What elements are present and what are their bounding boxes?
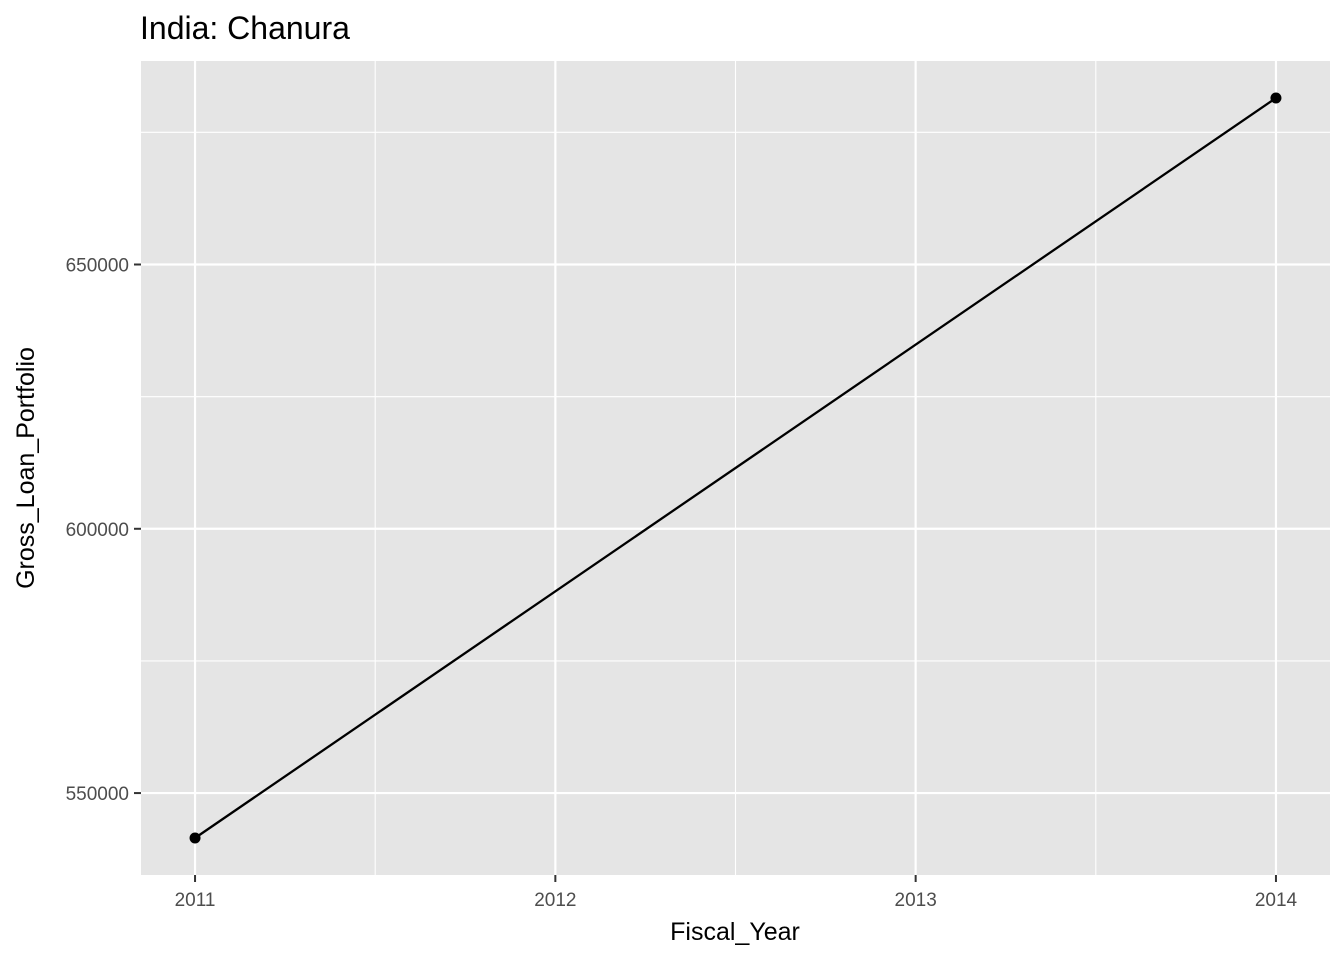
x-axis-title: Fiscal_Year xyxy=(670,918,800,946)
data-point xyxy=(189,832,201,844)
x-tick-label: 2014 xyxy=(1255,890,1298,911)
data-point xyxy=(1270,92,1282,104)
series-group xyxy=(189,92,1282,844)
series-line xyxy=(194,97,1277,839)
x-tick-labels: 2011 2012 2013 2014 xyxy=(175,890,1298,911)
y-tick-label: 650000 xyxy=(66,256,129,277)
y-tick-label: 600000 xyxy=(66,520,129,541)
y-tick-labels: 550000 600000 650000 xyxy=(66,256,129,806)
x-tick-label: 2011 xyxy=(175,890,216,911)
x-tick-label: 2013 xyxy=(895,890,937,911)
x-tick-label: 2012 xyxy=(534,890,576,911)
y-axis-title: Gross_Loan_Portfolio xyxy=(12,347,40,589)
chart-title: India: Chanura xyxy=(140,10,350,46)
y-tick-label: 550000 xyxy=(66,784,129,805)
major-gridlines xyxy=(141,61,1330,875)
tick-marks xyxy=(134,263,1277,882)
